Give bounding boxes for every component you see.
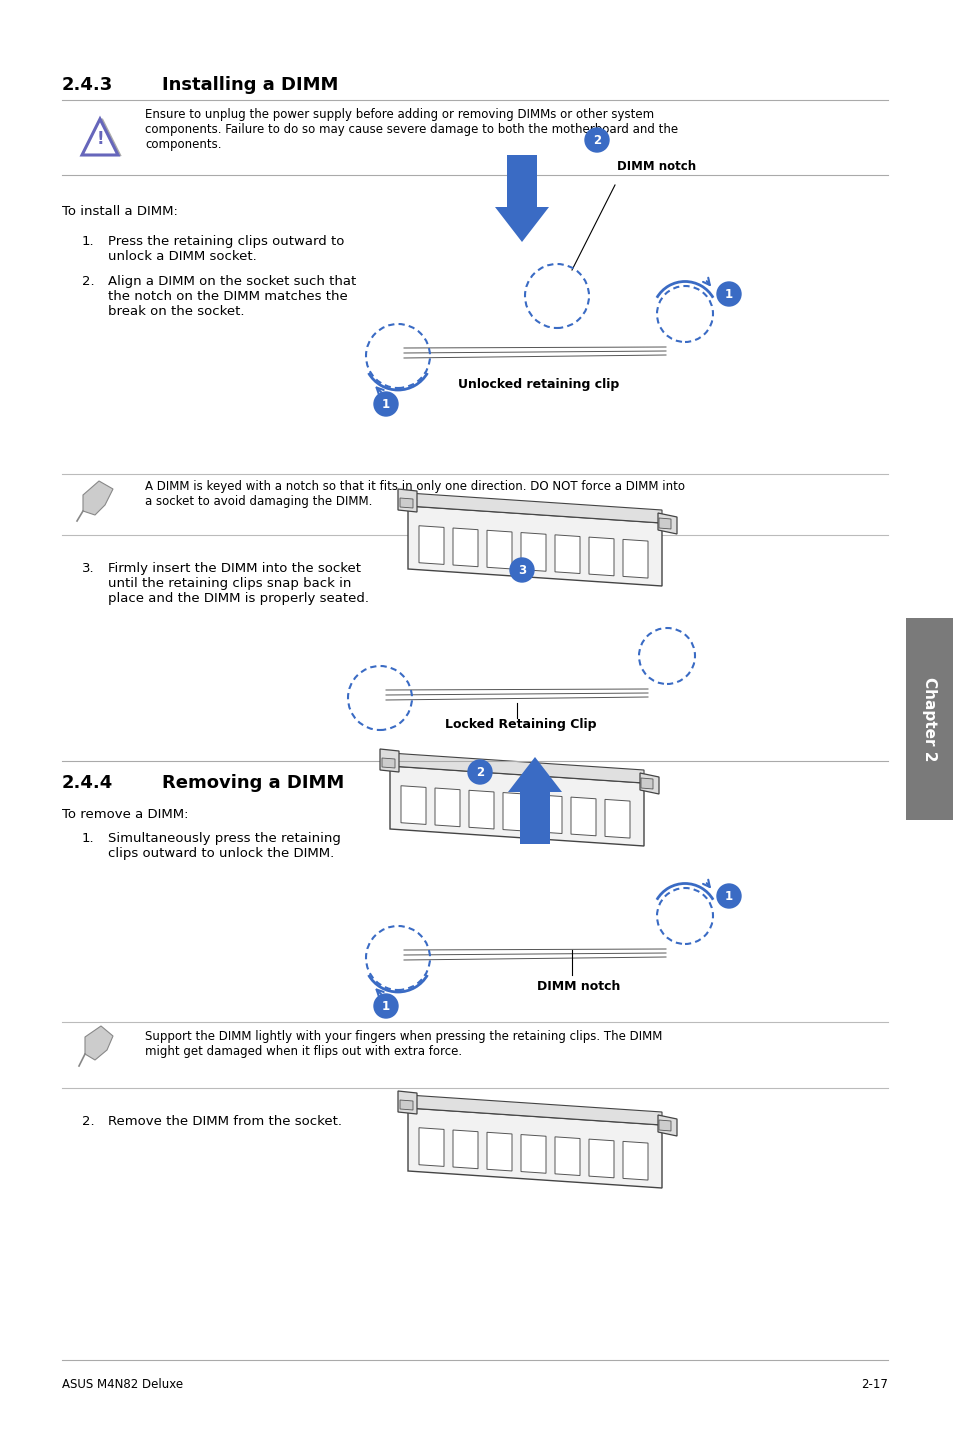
Circle shape (468, 761, 492, 784)
Text: Align a DIMM on the socket such that
the notch on the DIMM matches the
break on : Align a DIMM on the socket such that the… (108, 275, 355, 318)
Polygon shape (658, 1114, 677, 1136)
Polygon shape (659, 518, 670, 529)
Text: 2.4.4: 2.4.4 (62, 774, 113, 792)
Polygon shape (85, 1025, 112, 1060)
Polygon shape (453, 528, 477, 567)
Polygon shape (502, 792, 527, 831)
Text: Chapter 2: Chapter 2 (922, 677, 937, 761)
Text: Unlocked retaining clip: Unlocked retaining clip (457, 378, 618, 391)
Text: 1: 1 (724, 288, 732, 301)
Text: 2-17: 2-17 (861, 1378, 887, 1391)
Circle shape (374, 393, 397, 416)
Text: 2.: 2. (82, 275, 94, 288)
Text: 3: 3 (517, 564, 525, 577)
Polygon shape (400, 785, 426, 824)
Polygon shape (486, 531, 512, 569)
Circle shape (374, 994, 397, 1018)
Polygon shape (588, 1139, 614, 1178)
Polygon shape (520, 1135, 545, 1173)
Text: 1: 1 (724, 890, 732, 903)
Text: Ensure to unplug the power supply before adding or removing DIMMs or other syste: Ensure to unplug the power supply before… (145, 108, 678, 151)
Polygon shape (495, 155, 548, 242)
Polygon shape (658, 513, 677, 533)
Polygon shape (381, 758, 395, 768)
Text: Remove the DIMM from the socket.: Remove the DIMM from the socket. (108, 1114, 341, 1127)
Polygon shape (435, 788, 459, 827)
Text: 1: 1 (381, 999, 390, 1012)
Text: 1.: 1. (82, 234, 94, 247)
Polygon shape (83, 480, 112, 515)
Text: DIMM notch: DIMM notch (537, 981, 619, 994)
Polygon shape (84, 119, 120, 155)
Circle shape (510, 558, 534, 582)
Polygon shape (390, 766, 643, 846)
Polygon shape (659, 1120, 670, 1132)
Text: 2: 2 (476, 765, 483, 778)
Polygon shape (622, 539, 647, 578)
Polygon shape (399, 1100, 413, 1110)
Text: 2: 2 (593, 134, 600, 147)
Polygon shape (639, 774, 659, 794)
Polygon shape (520, 532, 545, 571)
Text: 2.: 2. (82, 1114, 94, 1127)
Text: To install a DIMM:: To install a DIMM: (62, 206, 177, 219)
Polygon shape (555, 535, 579, 574)
FancyBboxPatch shape (905, 618, 953, 820)
Text: 2.4.3: 2.4.3 (62, 76, 113, 93)
Text: To remove a DIMM:: To remove a DIMM: (62, 808, 189, 821)
Polygon shape (408, 493, 661, 523)
Polygon shape (399, 498, 413, 508)
Polygon shape (571, 797, 596, 835)
Polygon shape (390, 754, 643, 784)
Polygon shape (555, 1137, 579, 1175)
Text: Simultaneously press the retaining
clips outward to unlock the DIMM.: Simultaneously press the retaining clips… (108, 833, 340, 860)
Text: Press the retaining clips outward to
unlock a DIMM socket.: Press the retaining clips outward to unl… (108, 234, 344, 263)
Text: Firmly insert the DIMM into the socket
until the retaining clips snap back in
pl: Firmly insert the DIMM into the socket u… (108, 562, 369, 605)
Polygon shape (418, 1127, 443, 1166)
Text: 3.: 3. (82, 562, 94, 575)
Polygon shape (408, 1094, 661, 1125)
Circle shape (717, 282, 740, 306)
Polygon shape (408, 1109, 661, 1188)
Polygon shape (418, 526, 443, 564)
Polygon shape (408, 506, 661, 587)
Text: Removing a DIMM: Removing a DIMM (162, 774, 344, 792)
Text: DIMM notch: DIMM notch (617, 160, 696, 173)
Polygon shape (453, 1130, 477, 1169)
Circle shape (717, 884, 740, 907)
Circle shape (584, 128, 608, 152)
Text: Installing a DIMM: Installing a DIMM (162, 76, 338, 93)
Polygon shape (507, 756, 561, 844)
Text: !: ! (96, 129, 104, 148)
Text: A DIMM is keyed with a notch so that it fits in only one direction. DO NOT force: A DIMM is keyed with a notch so that it … (145, 480, 684, 508)
Polygon shape (397, 489, 416, 512)
Text: 1: 1 (381, 397, 390, 410)
Polygon shape (588, 538, 614, 575)
Polygon shape (379, 749, 398, 772)
Polygon shape (604, 800, 629, 838)
Text: ASUS M4N82 Deluxe: ASUS M4N82 Deluxe (62, 1378, 183, 1391)
Polygon shape (537, 795, 561, 834)
Polygon shape (486, 1132, 512, 1171)
Text: Support the DIMM lightly with your fingers when pressing the retaining clips. Th: Support the DIMM lightly with your finge… (145, 1030, 661, 1058)
Text: 1.: 1. (82, 833, 94, 846)
Polygon shape (397, 1091, 416, 1114)
Polygon shape (640, 778, 652, 789)
Polygon shape (469, 791, 494, 828)
Polygon shape (622, 1142, 647, 1181)
Polygon shape (82, 119, 118, 155)
Text: Locked Retaining Clip: Locked Retaining Clip (444, 718, 596, 731)
